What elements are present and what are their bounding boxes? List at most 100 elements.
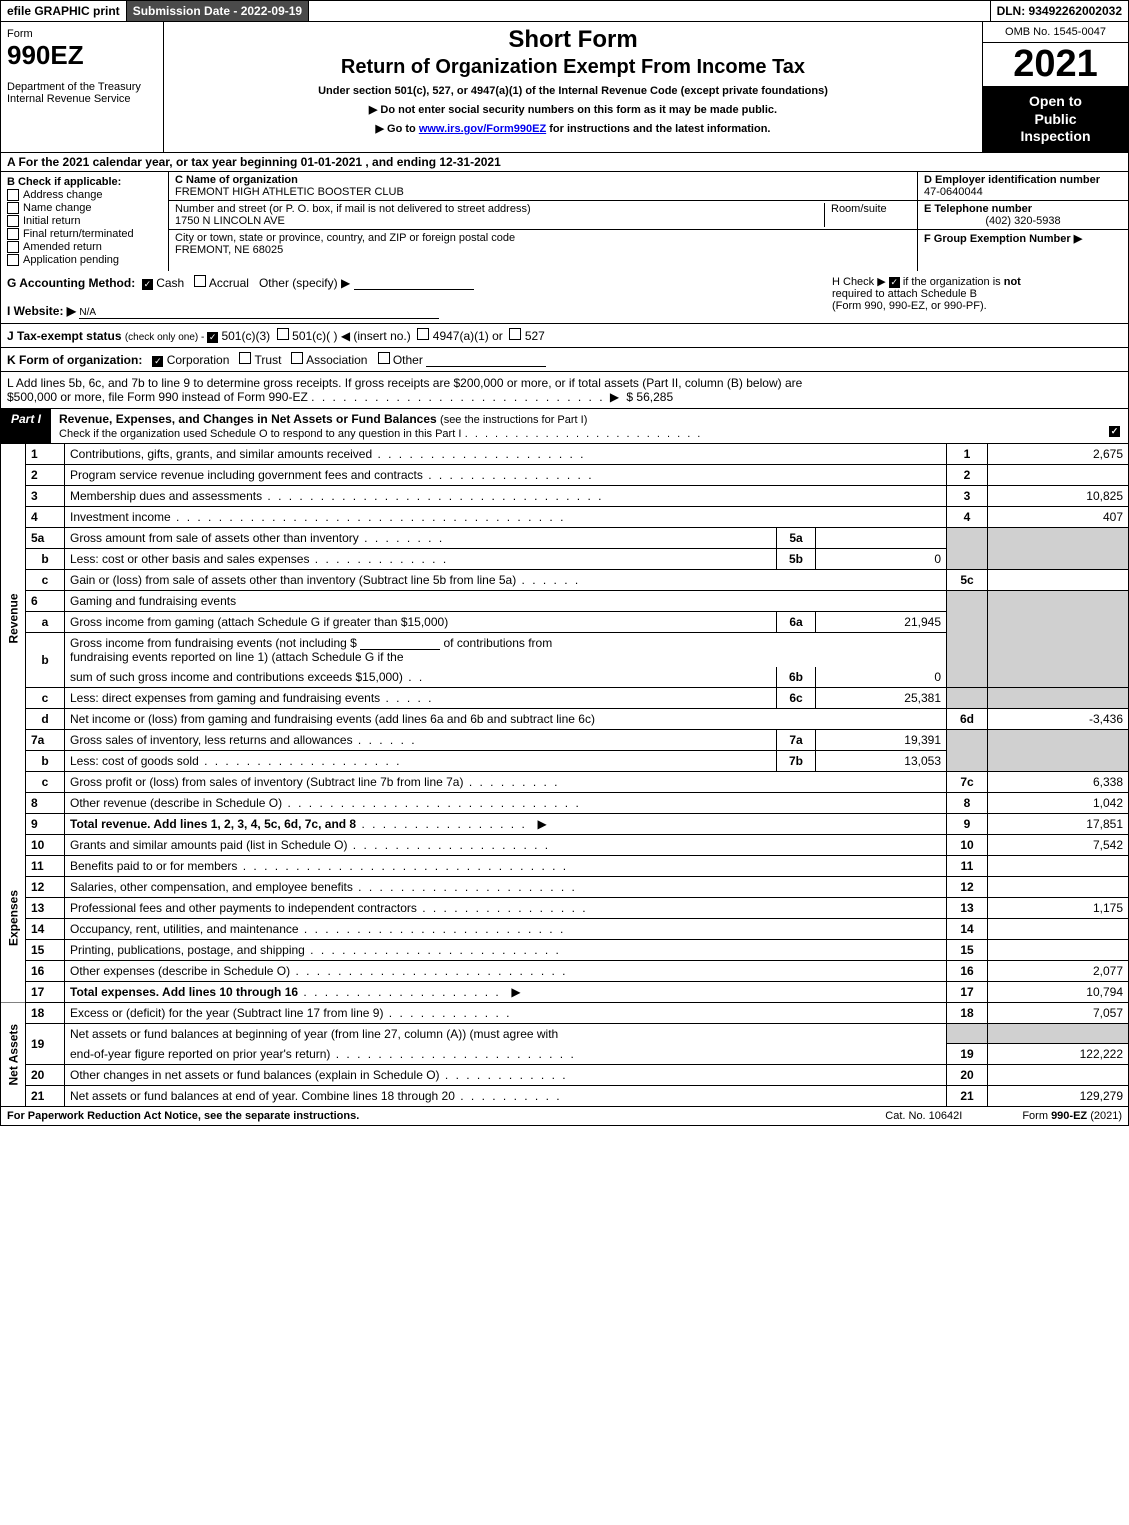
phone-val: (402) 320-5938 [924,215,1122,227]
chk-name-change[interactable]: Name change [7,202,162,214]
checkbox-checked-icon[interactable]: ✓ [889,277,900,288]
open3: Inspection [1020,128,1090,144]
desc-text: Other expenses (describe in Schedule O) [70,964,290,978]
chk-label: Initial return [23,215,80,227]
desc-text: Net assets or fund balances at end of ye… [70,1089,455,1103]
line-num: 19 [26,1023,65,1065]
section-def: D Employer identification number 47-0640… [918,172,1128,271]
in-val: 19,391 [816,729,947,750]
table-row: c Gross profit or (loss) from sales of i… [1,771,1129,792]
bullet-goto: ▶ Go to www.irs.gov/Form990EZ for instru… [172,122,974,135]
desc-text: fundraising events reported on line 1) (… [70,650,404,664]
submission-date-button[interactable]: Submission Date - 2022-09-19 [127,1,309,21]
efile-print-button[interactable]: efile GRAPHIC print [1,1,127,21]
checkbox-icon[interactable] [417,328,429,340]
city-row: City or town, state or province, country… [169,230,917,258]
table-row: Revenue 1 Contributions, gifts, grants, … [1,444,1129,465]
checkbox-icon[interactable] [378,352,390,364]
k-opt2: Trust [255,353,282,367]
checkbox-checked-icon[interactable]: ✓ [207,332,218,343]
table-row: 15 Printing, publications, postage, and … [1,939,1129,960]
line-desc: Total revenue. Add lines 1, 2, 3, 4, 5c,… [65,813,947,834]
checkbox-checked-icon[interactable]: ✓ [152,356,163,367]
chk-label: Amended return [23,241,102,253]
line-num: 1 [26,444,65,465]
in-val: 13,053 [816,750,947,771]
line-num: 9 [26,813,65,834]
h-pre: H Check ▶ [832,276,889,288]
f-label: F Group Exemption Number ▶ [924,233,1082,245]
desc-text: Gross amount from sale of assets other t… [70,531,359,545]
goto-post: for instructions and the latest informat… [549,123,770,135]
form-header-block: Form 990EZ Department of the Treasury In… [0,22,1129,153]
ein-val: 47-0640044 [924,186,983,198]
netassets-side-label: Net Assets [1,1002,26,1107]
out-val: 10,825 [988,485,1129,506]
title-return: Return of Organization Exempt From Incom… [172,56,974,79]
row-gh: G Accounting Method: ✓ Cash Accrual Othe… [0,271,1129,324]
g-label: G Accounting Method: [7,276,135,290]
out-val: 129,279 [988,1086,1129,1107]
line-num: 16 [26,960,65,981]
line-desc: end-of-year figure reported on prior yea… [65,1044,947,1065]
line-desc: Excess or (deficit) for the year (Subtra… [65,1002,947,1023]
irs-link[interactable]: www.irs.gov/Form990EZ [419,123,546,135]
checkbox-icon[interactable] [277,328,289,340]
in-label: 6b [777,667,816,688]
checkbox-checked-icon[interactable]: ✓ [1109,426,1120,437]
page-footer: For Paperwork Reduction Act Notice, see … [0,1107,1129,1126]
k-opt1: Corporation [167,353,230,367]
desc-text: Less: cost of goods sold [70,754,199,768]
section-b: B Check if applicable: Address change Na… [1,172,169,271]
section-h: H Check ▶ ✓ if the organization is not r… [832,275,1122,319]
out-val [988,876,1129,897]
desc-text: Professional fees and other payments to … [70,901,417,915]
table-row: 8 Other revenue (describe in Schedule O)… [1,792,1129,813]
part-i-check-line: Check if the organization used Schedule … [59,428,461,440]
line-desc: sum of such gross income and contributio… [65,667,777,688]
part-i-header: Part I Revenue, Expenses, and Changes in… [0,409,1129,444]
form-bold: 990-EZ [1051,1110,1087,1122]
line-desc: Gaming and fundraising events [65,590,947,611]
desc-text: Less: direct expenses from gaming and fu… [70,691,380,705]
line-desc: Investment income . . . . . . . . . . . … [65,506,947,527]
chk-final-return[interactable]: Final return/terminated [7,228,162,240]
header-bar: efile GRAPHIC print Submission Date - 20… [0,0,1129,22]
chk-application-pending[interactable]: Application pending [7,254,162,266]
form-footer-label: Form 990-EZ (2021) [1022,1110,1122,1122]
desc-text: Excess or (deficit) for the year (Subtra… [70,1006,383,1020]
line-desc: Less: cost of goods sold . . . . . . . .… [65,750,777,771]
g-accrual: Accrual [209,276,249,290]
line-desc: Professional fees and other payments to … [65,897,947,918]
chk-initial-return[interactable]: Initial return [7,215,162,227]
form-id-block: Form 990EZ Department of the Treasury In… [1,22,164,152]
out-label: 16 [947,960,988,981]
street-row: Number and street (or P. O. box, if mail… [169,201,917,230]
line-num: 18 [26,1002,65,1023]
line-num: b [26,548,65,569]
line-num: c [26,569,65,590]
in-label: 6a [777,611,816,632]
out-label: 18 [947,1002,988,1023]
k-other-blank [426,354,546,367]
phone-row: E Telephone number (402) 320-5938 [918,201,1128,230]
checkbox-checked-icon[interactable]: ✓ [142,279,153,290]
desc-text: Gross sales of inventory, less returns a… [70,733,353,747]
checkbox-icon[interactable] [291,352,303,364]
j-opt3: 4947(a)(1) or [433,329,503,343]
out-val: -3,436 [988,708,1129,729]
checkbox-icon[interactable] [194,275,206,287]
out-val [988,464,1129,485]
chk-amended-return[interactable]: Amended return [7,241,162,253]
table-row: 9 Total revenue. Add lines 1, 2, 3, 4, 5… [1,813,1129,834]
desc-text: Gain or (loss) from sale of assets other… [70,573,516,587]
checkbox-icon[interactable] [509,328,521,340]
desc-text: end-of-year figure reported on prior yea… [70,1047,330,1061]
out-label: 13 [947,897,988,918]
other-blank [354,277,474,290]
chk-address-change[interactable]: Address change [7,189,162,201]
checkbox-icon[interactable] [239,352,251,364]
table-row: 17 Total expenses. Add lines 10 through … [1,981,1129,1002]
table-row: 21 Net assets or fund balances at end of… [1,1086,1129,1107]
line-num: 4 [26,506,65,527]
